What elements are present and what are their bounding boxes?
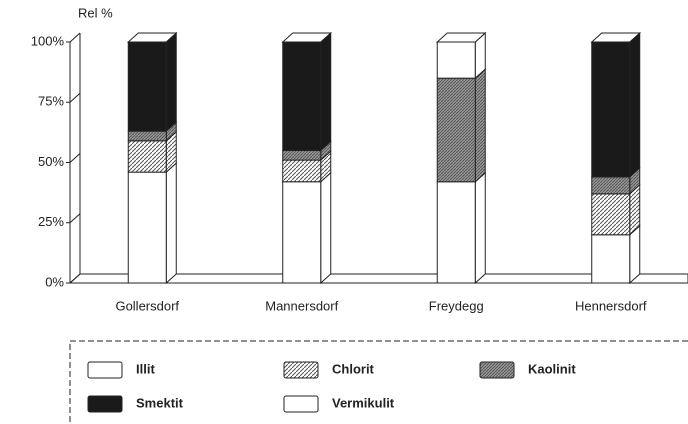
axis-label: Rel % xyxy=(78,5,113,20)
wall-tick xyxy=(69,153,81,163)
bar-side xyxy=(165,162,177,285)
y-tick-label: 75% xyxy=(38,94,64,109)
bar-top xyxy=(435,32,487,43)
bar-segment xyxy=(127,140,167,173)
bar-segment xyxy=(127,171,167,284)
bar-segment xyxy=(282,181,322,284)
bar-segment xyxy=(282,149,322,161)
x-tick-label: Freydegg xyxy=(429,298,484,313)
wall-tick xyxy=(69,273,81,284)
bar-side xyxy=(165,31,177,133)
legend-label: Kaolinit xyxy=(528,361,576,376)
legend-label: Smektit xyxy=(136,395,184,410)
bar-segment xyxy=(591,234,631,284)
legend-swatch xyxy=(283,361,319,379)
bar-segment xyxy=(127,41,167,132)
wall-tick xyxy=(69,32,81,43)
bar-top xyxy=(281,32,333,43)
bar-segment xyxy=(591,41,631,178)
bar-segment xyxy=(127,130,167,142)
bar-side xyxy=(320,171,332,285)
bar-top xyxy=(590,32,642,43)
y-tick-label: 0% xyxy=(45,274,64,289)
bar-segment xyxy=(436,181,476,284)
y-tick-label: 100% xyxy=(31,33,65,48)
bar-side xyxy=(474,171,486,285)
x-tick-label: Hennersdorf xyxy=(575,298,647,313)
legend-label: Chlorit xyxy=(332,361,375,376)
legend-swatch xyxy=(87,361,123,379)
bar-side xyxy=(474,68,486,183)
bar-segment xyxy=(282,159,322,183)
legend-swatch xyxy=(87,395,123,413)
bar-segment xyxy=(591,176,631,195)
bar-segment xyxy=(436,77,476,183)
wall-tick xyxy=(69,92,81,103)
bar-top xyxy=(126,32,178,43)
x-tick-label: Mannersdorf xyxy=(265,298,338,313)
y-tick-label: 25% xyxy=(38,214,64,229)
legend-swatch xyxy=(283,395,319,413)
bar-segment xyxy=(282,41,322,151)
legend-swatch xyxy=(479,361,515,379)
bar-side xyxy=(629,224,641,285)
bar-side xyxy=(320,31,332,152)
x-tick-label: Gollersdorf xyxy=(115,298,179,313)
y-tick-label: 50% xyxy=(38,154,64,169)
bar-segment xyxy=(591,193,631,236)
wall-tick xyxy=(69,213,81,224)
bar-segment xyxy=(436,41,476,79)
legend-box xyxy=(69,340,688,424)
bar-side xyxy=(629,31,641,179)
legend-label: Illit xyxy=(136,361,155,376)
legend-label: Vermikulit xyxy=(332,395,395,410)
